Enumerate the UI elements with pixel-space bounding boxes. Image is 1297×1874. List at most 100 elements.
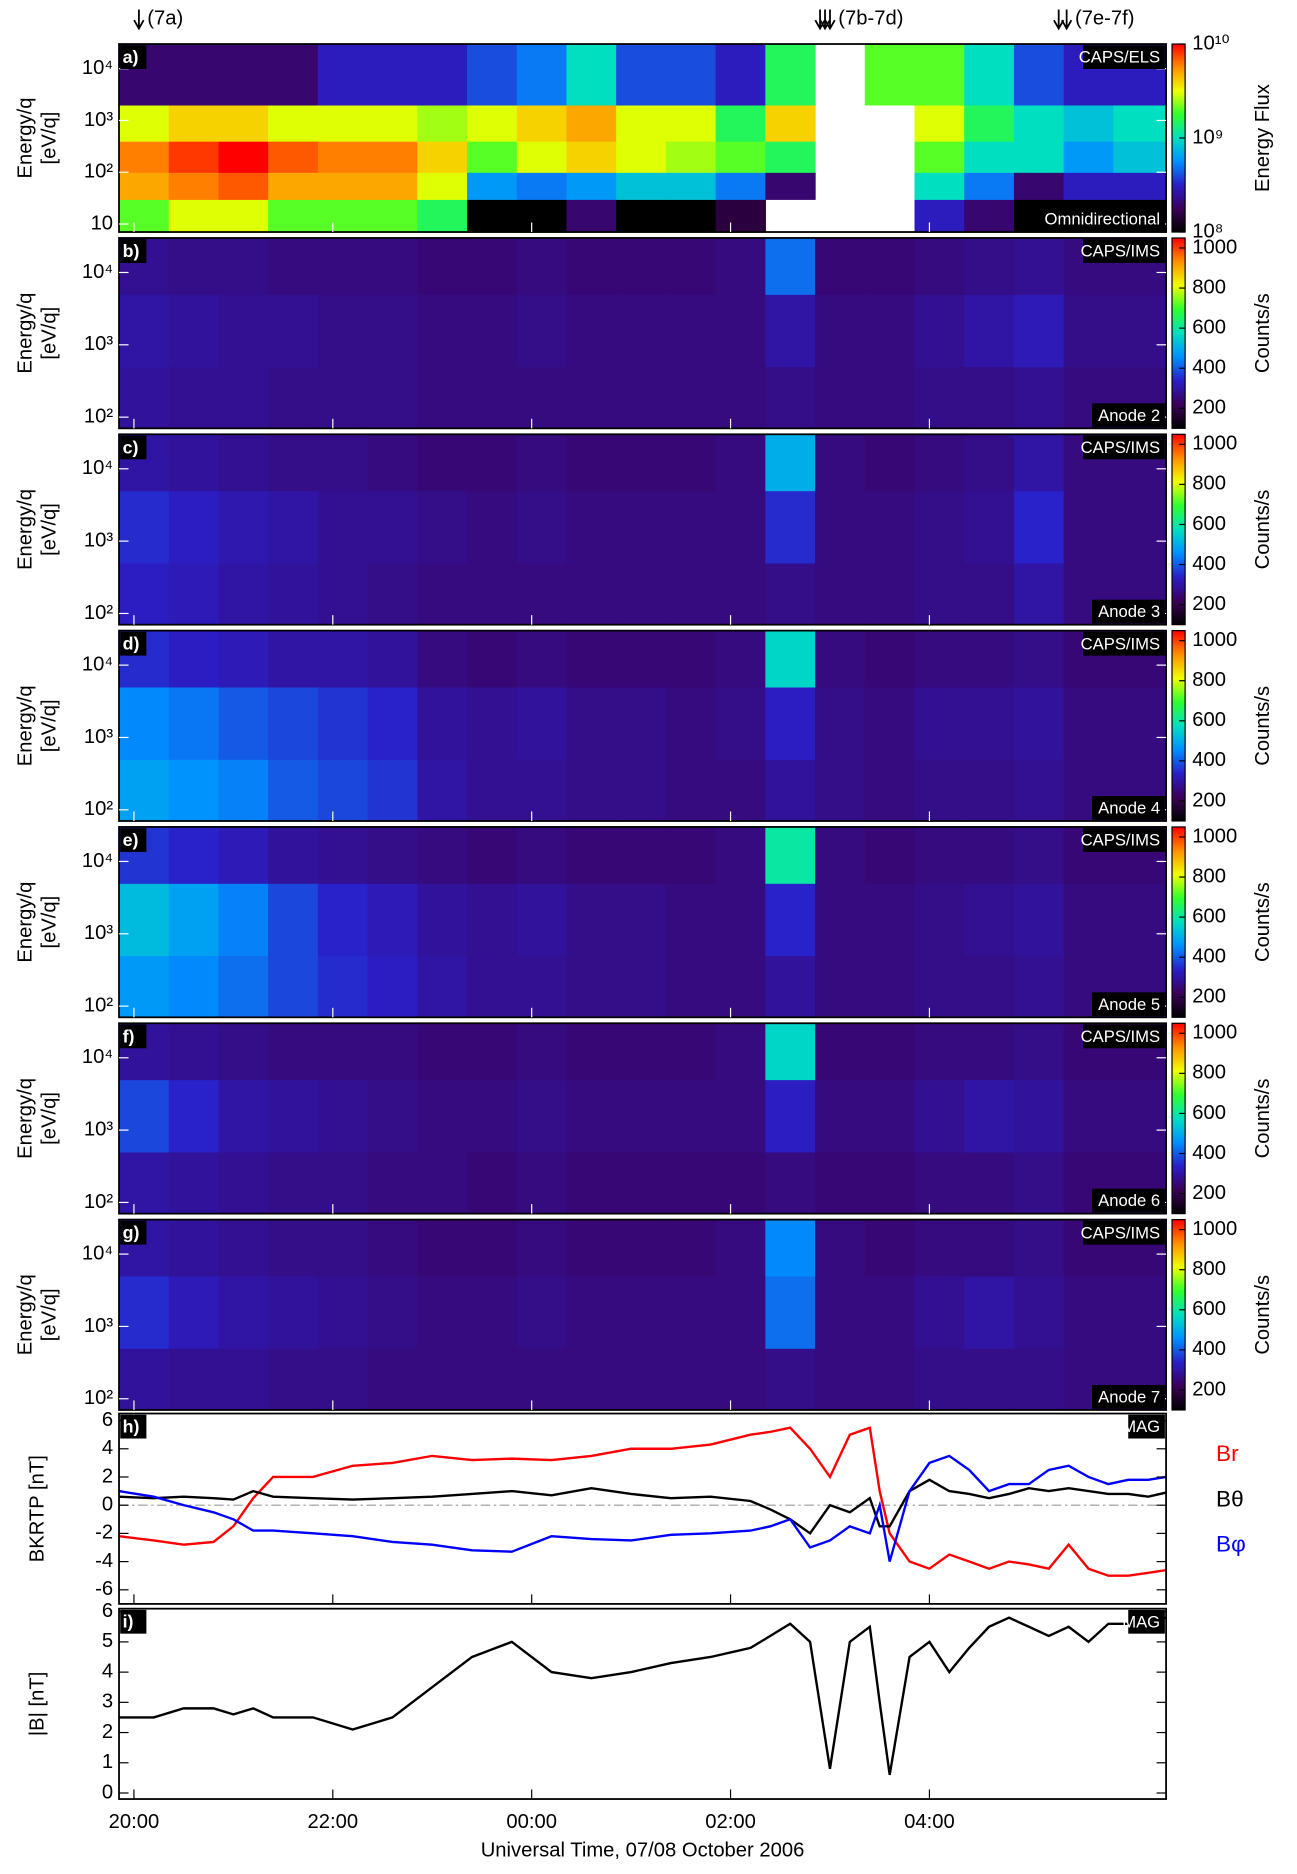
heat-cell [467,366,518,429]
colorbar-tick-label: 800 [1192,1062,1226,1084]
heat-cell [616,1275,667,1349]
annotation-arrow [819,9,831,31]
heat-cell [964,630,1015,688]
y-axis-label: Energy/q [15,1274,37,1355]
heat-cell [665,955,717,1018]
instrument-tag: CAPS/IMS [1081,1223,1161,1242]
colorbar-tick-label: 200 [1192,986,1226,1008]
colorbar-tick-label: 800 [1192,669,1226,691]
heat-cell [914,434,965,492]
heat-cell [665,759,717,822]
heat-cell [566,955,617,1018]
instrument-tag: MAG [1122,1612,1160,1631]
heat-cell [367,366,418,429]
heat-cell [218,562,269,626]
heat-cell [168,172,220,200]
instrument-tag: CAPS/IMS [1081,1027,1161,1046]
heat-cell [516,434,568,492]
heat-cell [168,141,220,173]
heat-cell [616,44,667,106]
heat-cell [317,141,369,173]
heat-cell [765,141,816,173]
heat-cell [665,490,717,564]
y-axis-label: [eV/q] [38,307,60,360]
colorbar-tick-label: 600 [1192,1102,1226,1124]
heat-cell [616,1348,667,1411]
heat-cell [367,1151,418,1215]
colorbar-label: Counts/s [1252,293,1274,373]
heat-cell [864,1023,916,1081]
heat-cell [914,883,965,957]
y-tick-label: 6 [102,1600,113,1622]
y-tick-label: 0 [102,1494,113,1516]
heat-cell [268,1348,319,1411]
heat-cell [715,490,766,564]
heat-cell [367,44,418,106]
heat-cell [1013,434,1065,492]
instrument-tag-box [1083,1220,1165,1245]
heat-cell [815,883,866,957]
heat-cell [715,826,766,884]
heat-cell [218,1219,269,1277]
heat-cell [765,686,816,760]
heat-cell [566,1151,617,1215]
panel: 200 400 600 800 1000 Counts/s 10² 10³ 10⁴ Energy/… [15,1022,1274,1215]
heat-cell [815,826,866,884]
heat-cell [119,562,170,626]
heat-cell [516,955,568,1018]
y-tick-label: 6 [102,1409,113,1431]
heat-cell [168,1151,220,1215]
heat-cell [218,826,269,884]
heat-cell [417,490,468,564]
heat-cell [864,1275,916,1349]
heat-cell [715,759,766,822]
heat-cell [268,955,319,1018]
instrument-tag-box [1092,1384,1165,1409]
heat-cell [317,172,369,200]
heat-cell [616,294,667,368]
heat-cell [665,686,717,760]
heat-cell [317,237,369,295]
plot-frame [118,1607,1167,1800]
plot-frame [118,1218,1167,1411]
heat-cell [914,199,965,233]
heat-cell [516,630,568,688]
colorbar-tick-label: 600 [1192,709,1226,731]
heat-cell [367,759,418,822]
heat-cell [119,141,170,173]
heat-cell [317,490,369,564]
heat-cell [119,490,170,564]
panel-label-box [120,1024,147,1049]
colorbar-tick-label: 200 [1192,593,1226,615]
colorbar-tick-label: 1000 [1192,433,1237,455]
legend-entry: Br [1216,1441,1239,1466]
heat-cell [317,1348,369,1411]
heat-cell [864,44,916,106]
heat-cell [864,1151,916,1215]
heat-cell [616,686,667,760]
instrument-tag-box [1092,1188,1165,1213]
y-tick-label: -4 [95,1550,113,1572]
heat-cell [964,826,1015,884]
x-tick-label: 22:00 [308,1811,359,1833]
heat-cell [417,104,468,142]
heat-cell [815,366,866,429]
y-axis-label: [eV/q] [38,896,60,949]
heat-cell [268,44,319,106]
heat-cell [765,883,816,957]
heat-cell [715,1275,766,1349]
colorbar-tick-label: 1000 [1192,1218,1237,1240]
heat-cell [864,883,916,957]
heat-cell [765,490,816,564]
heat-cell [914,686,965,760]
heat-cell [566,883,617,957]
heat-cell [317,1023,369,1081]
heat-cell [715,955,766,1018]
y-tick-label: -6 [95,1578,113,1600]
y-axis-label: |B| [nT] [26,1672,48,1736]
heat-cell [964,1023,1015,1081]
heat-cell [1013,883,1065,957]
heat-cell [317,826,369,884]
heat-cell [765,1151,816,1215]
y-tick-label: 10³ [84,726,113,748]
